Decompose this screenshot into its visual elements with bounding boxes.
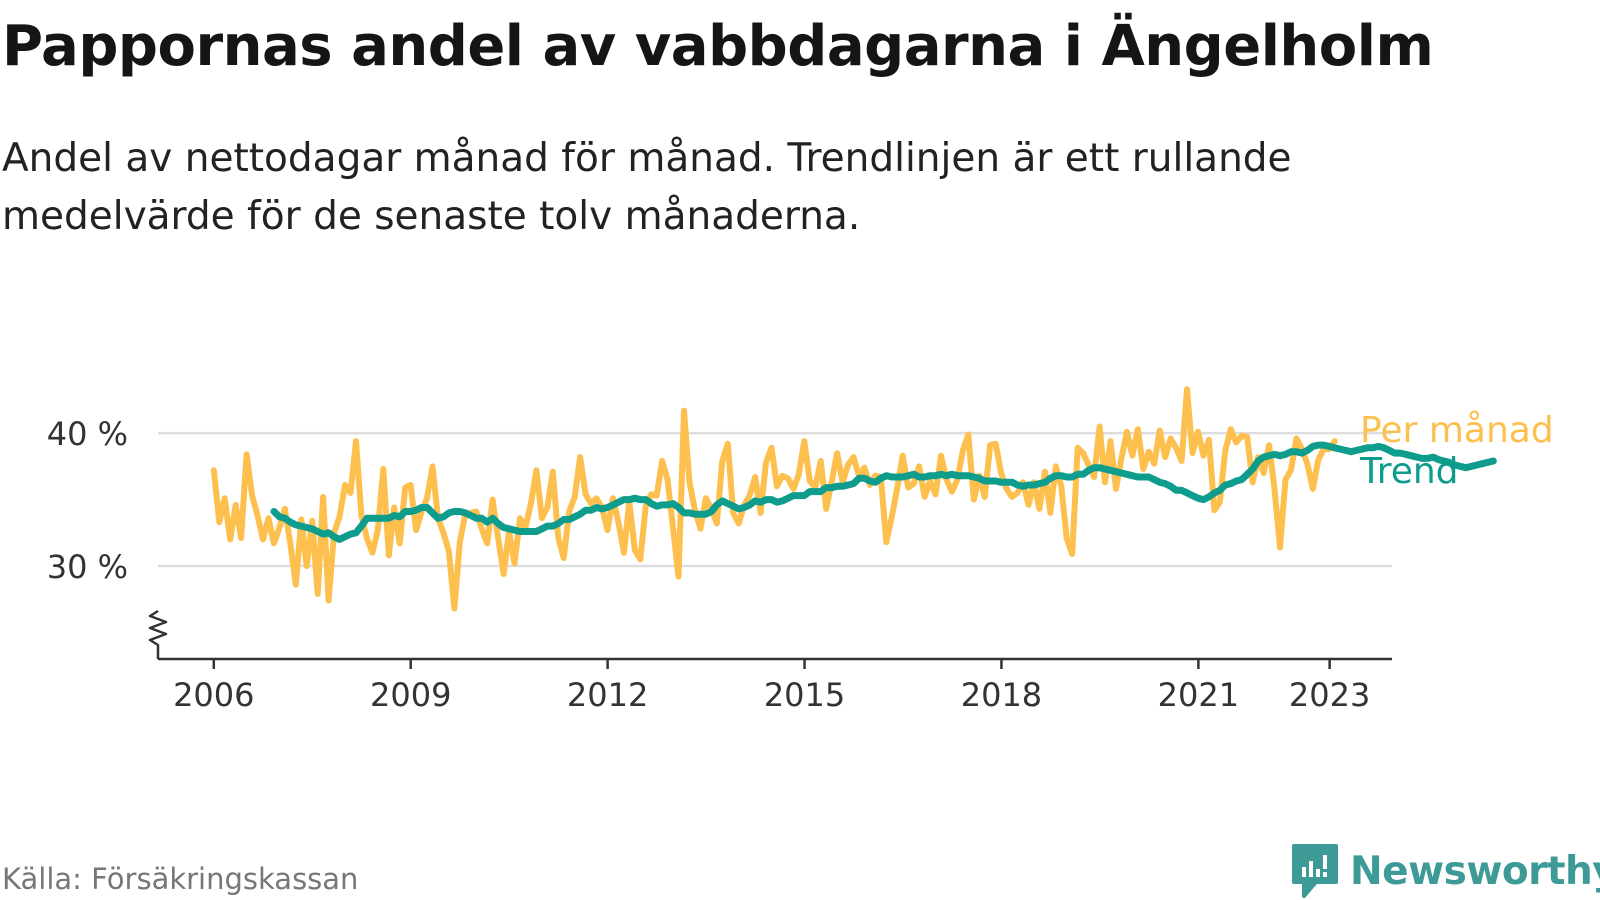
x-axis: 2006 2009 2012 2015 2018 2021 2023 [148, 609, 1392, 714]
series-line-trend [270, 441, 1497, 543]
chart-subtitle: Andel av nettodagar månad för månad. Tre… [2, 136, 1292, 239]
series-label-per-manad: Per månad [1360, 410, 1554, 451]
x-tick-label: 2012 [567, 676, 648, 714]
x-tick-label: 2009 [370, 676, 451, 714]
axis-break-icon [148, 609, 168, 659]
x-tick-label: 2023 [1289, 676, 1370, 714]
y-tick-label: 30 % [47, 548, 128, 586]
brand-name: Newsworthy [1350, 848, 1600, 894]
brand-logo: Newsworthy [1290, 843, 1600, 899]
x-tick-label: 2006 [173, 676, 254, 714]
chart-title: Pappornas andel av vabbdagarna i Ängelho… [2, 14, 1434, 79]
series-label-trend: Trend [1359, 451, 1459, 492]
x-tick-label: 2018 [961, 676, 1042, 714]
x-tick-label: 2021 [1158, 676, 1239, 714]
newsworthy-logo-icon [1292, 844, 1338, 898]
series-line-per-manad [210, 386, 1338, 612]
source-note: Källa: Försäkringskassan [2, 862, 359, 896]
x-tick-label: 2015 [764, 676, 845, 714]
y-axis-ticks: 30 % 40 % [47, 415, 128, 586]
y-tick-label: 40 % [47, 415, 128, 453]
chart-series [210, 386, 1497, 612]
